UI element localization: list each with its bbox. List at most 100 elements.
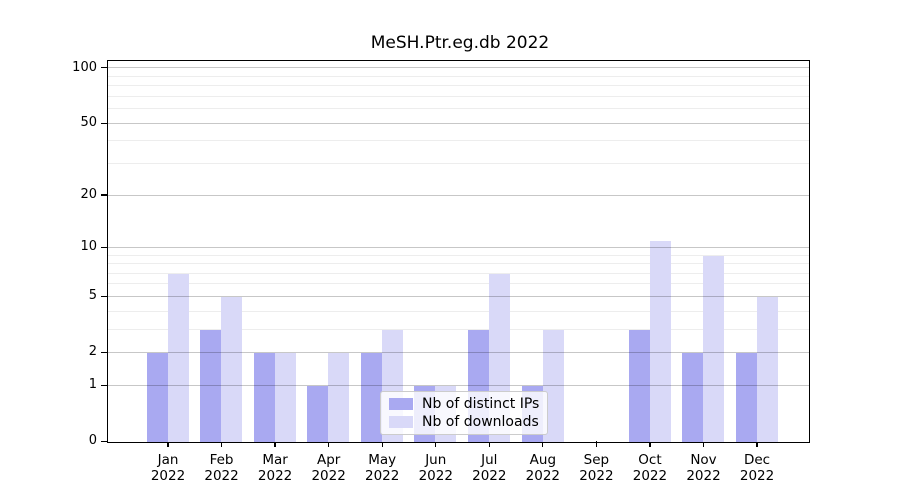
y-tick-mark-20 — [101, 194, 107, 196]
x-tick-mark-sep — [595, 441, 598, 448]
x-tick-mark-aug — [542, 441, 544, 448]
y-tick-label-100: 100 — [72, 59, 97, 75]
bar-nb-of-distinct-ips-nov — [682, 353, 704, 442]
bar-nb-of-distinct-ips-dec — [735, 353, 757, 442]
x-tick-label-sep: Sep 2022 — [564, 452, 628, 484]
minor-gridline-4 — [108, 310, 809, 312]
minor-gridline-40 — [108, 140, 809, 142]
x-tick-month: Sep — [583, 452, 610, 468]
minor-gridline-7 — [108, 272, 809, 274]
x-tick-mark-oct — [649, 441, 651, 448]
legend-item-distinct-ips: Nb of distinct IPs — [387, 396, 541, 412]
plot-area: Nb of distinct IPs Nb of downloads — [107, 60, 810, 443]
minor-gridline-80 — [108, 85, 809, 87]
y-tick-mark-5 — [101, 295, 107, 298]
x-tick-label-feb: Feb 2022 — [190, 452, 254, 484]
bar-nb-of-distinct-ips-feb — [200, 329, 222, 442]
x-tick-mark-jun — [435, 441, 437, 448]
x-tick-label-aug: Aug 2022 — [511, 452, 575, 484]
major-gridline-1 — [108, 384, 809, 386]
x-tick-month: Mar — [262, 452, 288, 468]
x-tick-month: Apr — [316, 452, 341, 468]
legend-label-downloads: Nb of downloads — [422, 414, 539, 430]
x-tick-month: Jul — [481, 452, 498, 468]
y-tick-mark-100 — [101, 67, 107, 69]
x-tick-year: 2022 — [739, 467, 775, 484]
y-tick-label-10: 10 — [80, 239, 97, 255]
y-tick-label-2: 2 — [88, 344, 97, 360]
major-gridline-20 — [108, 194, 809, 196]
x-tick-month: Aug — [529, 452, 557, 468]
minor-gridline-30 — [108, 163, 809, 164]
x-tick-mark-mar — [274, 441, 276, 448]
x-tick-year: 2022 — [686, 467, 721, 484]
x-tick-month: May — [368, 452, 397, 468]
x-tick-year: 2022 — [632, 467, 668, 484]
x-tick-month: Jan — [157, 452, 179, 468]
bar-nb-of-distinct-ips-may — [360, 353, 382, 442]
major-gridline-2 — [108, 352, 809, 354]
x-tick-label-jul: Jul 2022 — [457, 452, 521, 484]
x-tick-mark-may — [381, 441, 383, 448]
x-tick-label-jan: Jan 2022 — [136, 452, 200, 484]
bar-nb-of-downloads-nov — [703, 255, 725, 442]
minor-gridline-70 — [108, 95, 809, 97]
x-tick-mark-apr — [328, 441, 330, 448]
bar-nb-of-downloads-apr — [328, 353, 350, 442]
x-tick-label-mar: Mar 2022 — [243, 452, 307, 484]
y-tick-label-50: 50 — [80, 115, 97, 130]
x-tick-mark-feb — [220, 441, 223, 448]
legend: Nb of distinct IPs Nb of downloads — [380, 391, 548, 435]
x-tick-mark-nov — [702, 441, 705, 448]
bar-nb-of-downloads-jan — [167, 273, 189, 442]
x-tick-month: Feb — [209, 452, 234, 468]
bar-nb-of-downloads-dec — [756, 296, 778, 442]
x-tick-month: Dec — [743, 452, 771, 468]
x-tick-year: 2022 — [418, 467, 453, 484]
y-tick-mark-50 — [101, 122, 107, 124]
x-tick-label-may: May 2022 — [350, 452, 414, 484]
x-tick-year: 2022 — [472, 467, 507, 484]
bar-nb-of-downloads-mar — [274, 353, 296, 442]
y-tick-mark-1 — [101, 384, 107, 386]
major-gridline-10 — [108, 246, 809, 248]
legend-swatch-distinct-ips — [389, 398, 413, 410]
bar-nb-of-distinct-ips-jan — [146, 353, 168, 442]
major-gridline-5 — [108, 295, 809, 297]
minor-gridline-3 — [108, 328, 809, 330]
x-tick-year: 2022 — [579, 467, 614, 484]
bar-nb-of-distinct-ips-apr — [307, 385, 329, 442]
y-tick-mark-2 — [101, 351, 107, 354]
y-tick-mark-0 — [101, 440, 107, 443]
x-tick-month: Oct — [638, 452, 662, 468]
x-tick-label-apr: Apr 2022 — [297, 452, 361, 484]
minor-gridline-60 — [108, 108, 809, 110]
x-tick-month: Jun — [425, 452, 447, 468]
chart-title: MeSH.Ptr.eg.db 2022 — [370, 33, 550, 53]
minor-gridline-90 — [108, 75, 809, 77]
x-tick-mark-dec — [756, 441, 758, 448]
y-tick-label-0: 0 — [88, 433, 97, 449]
y-tick-label-5: 5 — [88, 288, 97, 304]
x-tick-year: 2022 — [204, 467, 239, 484]
x-tick-label-nov: Nov 2022 — [672, 452, 736, 484]
x-tick-year: 2022 — [525, 467, 561, 484]
legend-item-downloads: Nb of downloads — [387, 414, 541, 430]
x-tick-year: 2022 — [257, 467, 293, 484]
x-tick-label-oct: Oct 2022 — [618, 452, 682, 484]
x-tick-label-jun: Jun 2022 — [404, 452, 468, 484]
x-tick-year: 2022 — [365, 467, 400, 484]
minor-gridline-9 — [108, 254, 809, 256]
y-tick-label-20: 20 — [80, 186, 97, 202]
bar-nb-of-downloads-feb — [221, 296, 243, 442]
x-tick-mark-jul — [488, 441, 490, 448]
x-tick-year: 2022 — [311, 467, 346, 484]
minor-gridline-8 — [108, 263, 809, 265]
major-gridline-50 — [108, 122, 809, 124]
y-tick-mark-10 — [101, 246, 107, 248]
y-tick-label-1: 1 — [88, 377, 97, 393]
x-tick-year: 2022 — [150, 467, 186, 484]
legend-label-distinct-ips: Nb of distinct IPs — [422, 396, 540, 412]
x-tick-label-dec: Dec 2022 — [725, 452, 789, 484]
